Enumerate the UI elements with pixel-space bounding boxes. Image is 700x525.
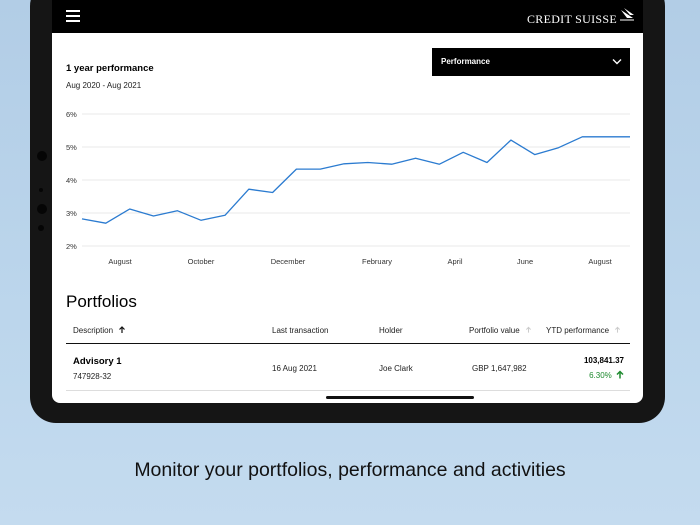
x-tick-label: April (447, 257, 462, 266)
y-tick-label: 5% (66, 143, 77, 152)
camera-lens (37, 204, 47, 214)
sensor-dot-small (38, 225, 44, 231)
home-indicator[interactable] (326, 396, 474, 399)
y-tick-label: 4% (66, 176, 77, 185)
column-header-description[interactable]: Description (73, 326, 126, 335)
camera-dot (37, 151, 47, 161)
top-bar: CREDIT SUISSE (52, 0, 643, 33)
column-header-ytd-performance-label: YTD performance (546, 326, 610, 335)
column-header-holder[interactable]: Holder (379, 326, 403, 335)
performance-title: 1 year performance (66, 63, 154, 74)
brand-name: CREDIT SUISSE (526, 12, 617, 26)
y-tick-label: 2% (66, 242, 77, 251)
arrow-up-icon (616, 370, 624, 379)
performance-date-range: Aug 2020 - Aug 2021 (66, 81, 142, 90)
sails-logo-icon (620, 8, 634, 21)
portfolio-number: 747928-32 (73, 372, 112, 381)
x-tick-label: August (108, 257, 132, 266)
portfolio-value: GBP 1,647,982 (472, 364, 527, 373)
portfolio-name: Advisory 1 (73, 356, 122, 367)
y-tick-label: 6% (66, 110, 77, 119)
ytd-percent: 6.30% (589, 371, 612, 380)
x-tick-label: February (362, 257, 392, 266)
ytd-amount: 103,841.37 (583, 356, 624, 365)
x-tick-label: June (517, 257, 533, 266)
app-screen: CREDIT SUISSE 1 year performance Aug 202… (52, 0, 643, 403)
x-tick-label: December (271, 257, 306, 266)
dropdown-selected-label: Performance (441, 57, 490, 66)
table-row[interactable]: Advisory 1 747928-32 16 Aug 2021 Joe Cla… (66, 344, 630, 390)
column-header-portfolio-value[interactable]: Portfolio value (469, 326, 532, 335)
sensor-dot (39, 188, 43, 192)
performance-line-chart: 6% 5% 4% 3% 2% August October December February A… (66, 110, 630, 266)
x-tick-label: October (188, 257, 215, 266)
last-transaction-date: 16 Aug 2021 (272, 364, 317, 373)
column-header-last-transaction[interactable]: Last transaction (272, 326, 329, 335)
column-header-description-label: Description (73, 326, 114, 335)
performance-dropdown[interactable]: Performance (432, 48, 630, 76)
credit-suisse-logo: CREDIT SUISSE (527, 7, 635, 27)
hamburger-menu-icon[interactable] (66, 10, 80, 22)
sort-ascending-icon (119, 326, 126, 333)
sort-arrow-icon (525, 326, 531, 333)
sort-arrow-icon (615, 326, 621, 333)
table-header-divider (66, 343, 630, 344)
portfolios-heading: Portfolios (66, 292, 137, 311)
ytd-percent-cell: 6.30% (589, 370, 624, 380)
table-row-divider (66, 390, 630, 391)
y-tick-label: 3% (66, 209, 77, 218)
column-header-ytd-performance[interactable]: YTD performance (546, 326, 621, 335)
column-header-portfolio-value-label: Portfolio value (469, 326, 520, 335)
marketing-caption: Monitor your portfolios, performance and… (134, 459, 566, 481)
chevron-down-icon (612, 59, 622, 65)
holder-name: Joe Clark (379, 364, 413, 373)
performance-series-line (81, 136, 630, 224)
x-tick-label: August (588, 257, 612, 266)
